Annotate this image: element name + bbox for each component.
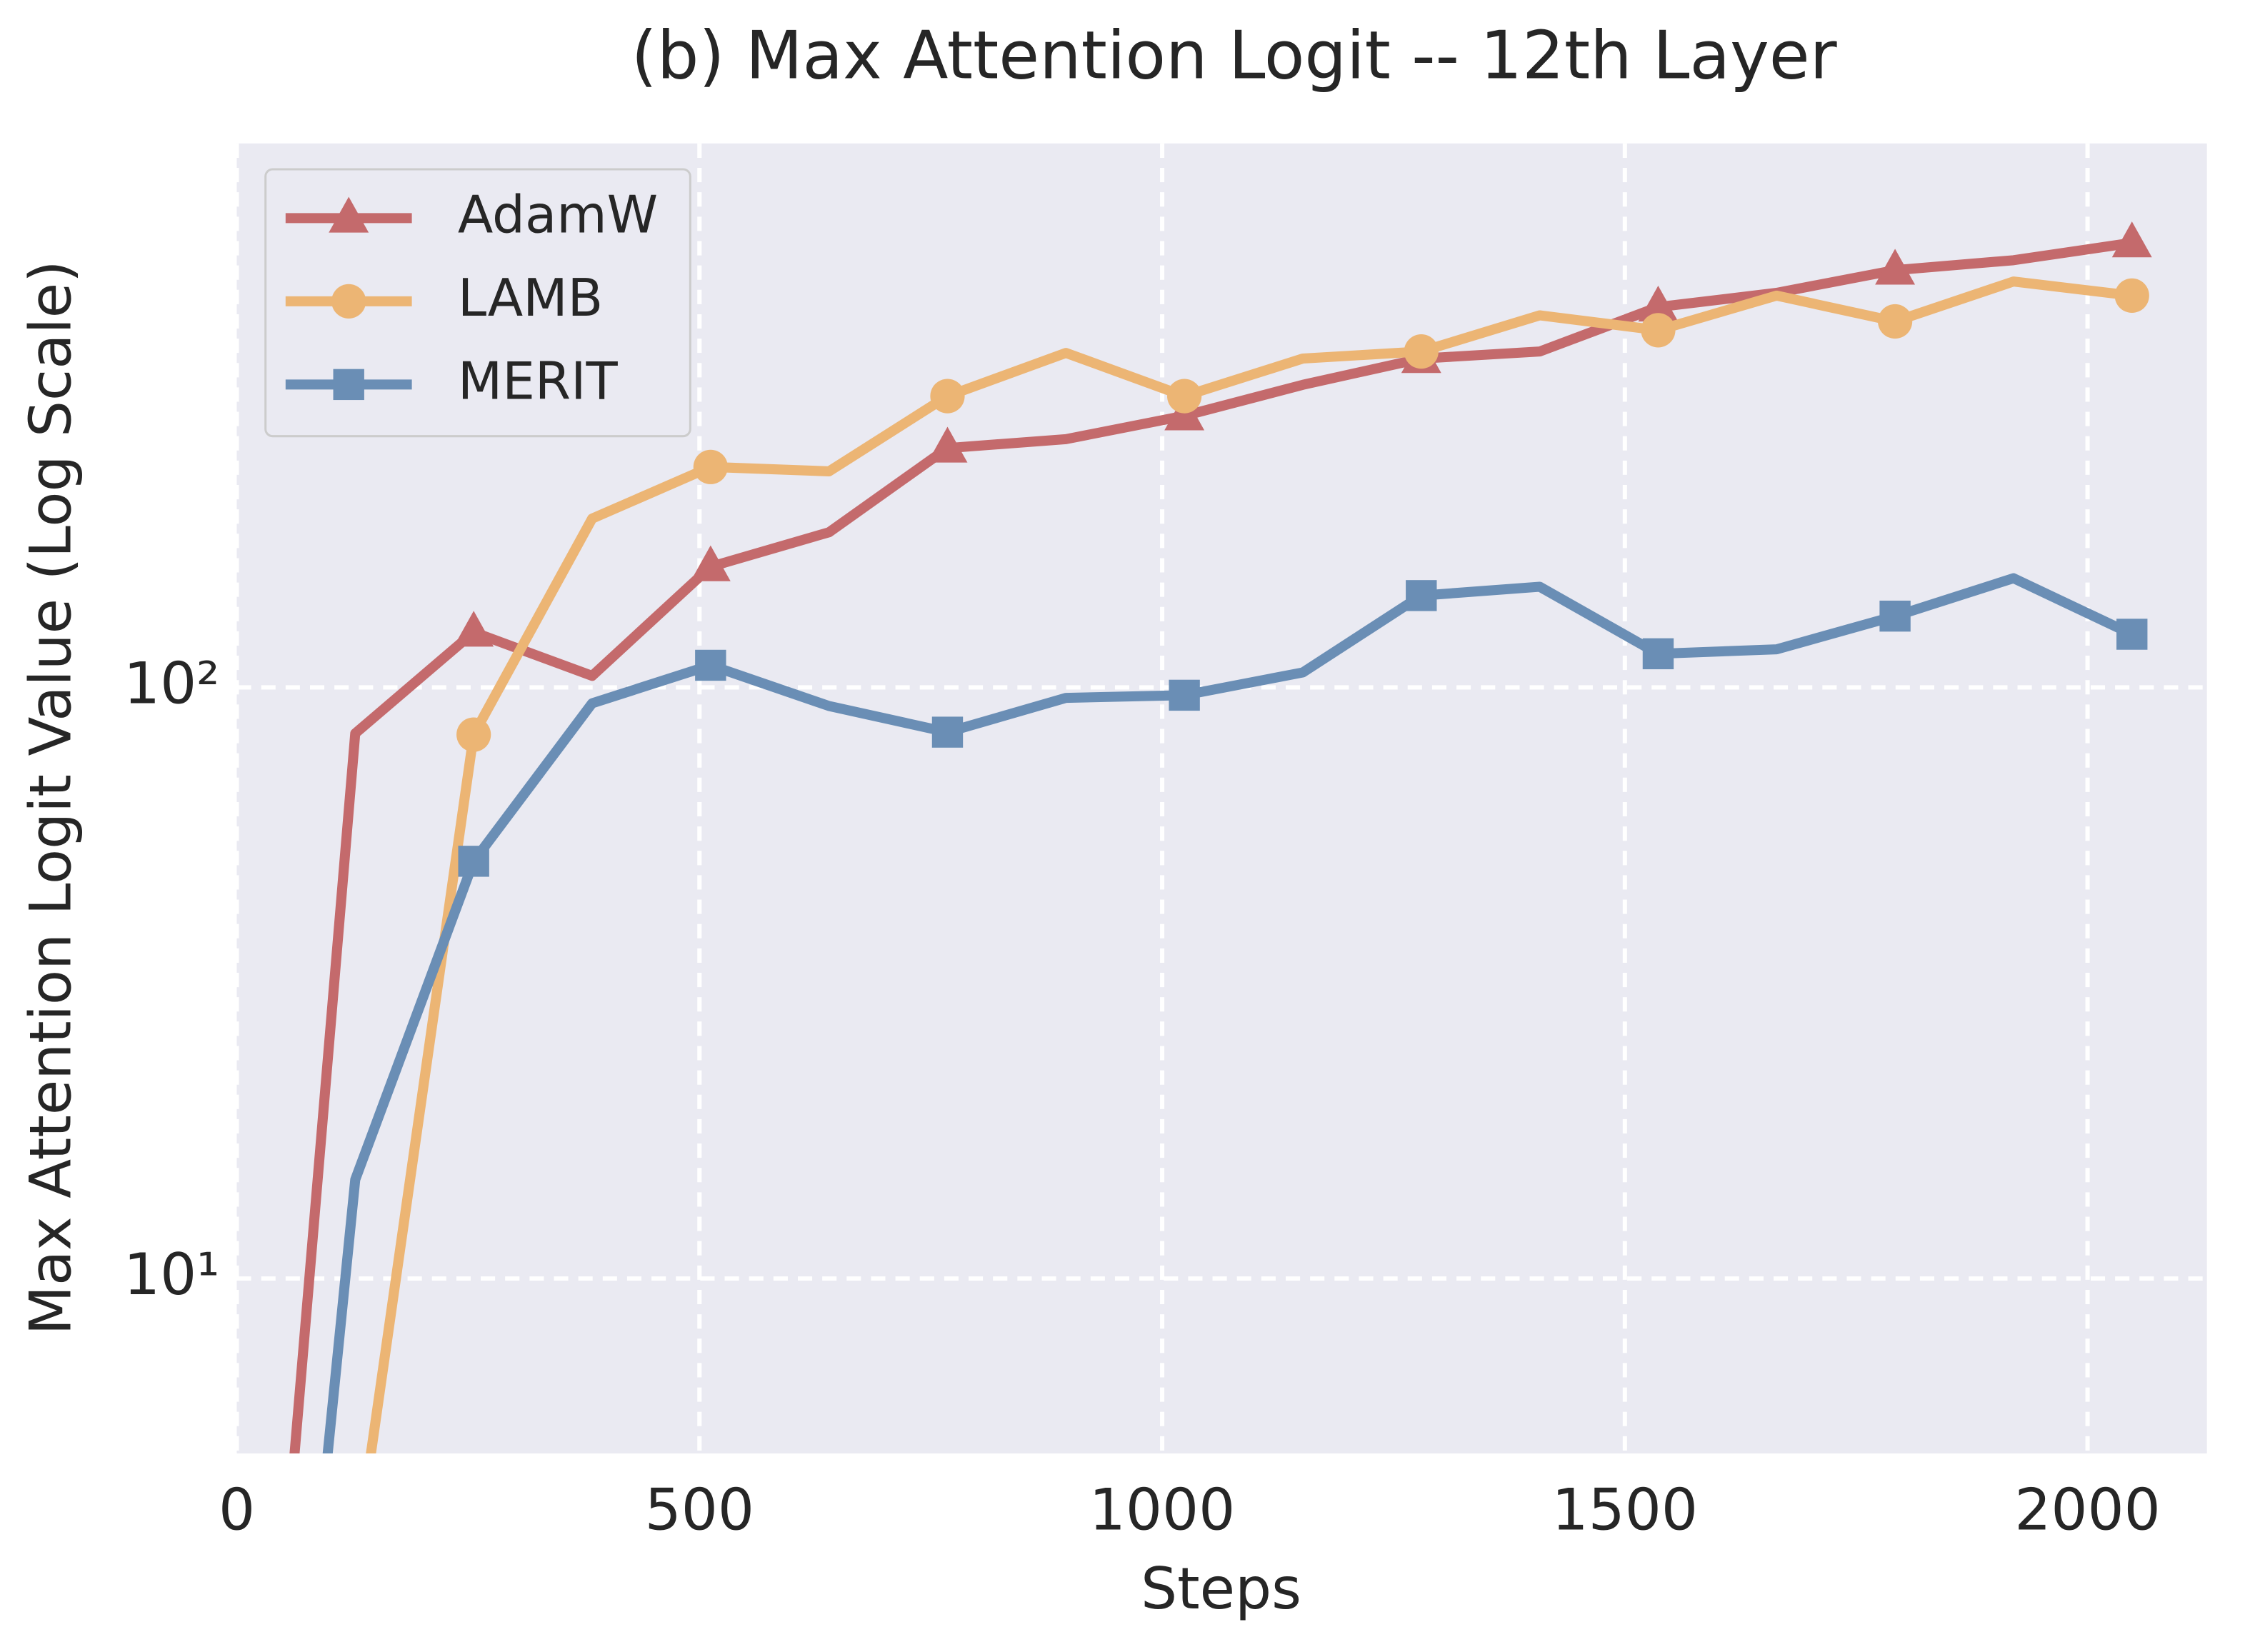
legend-label: MERIT	[458, 351, 619, 411]
marker	[690, 545, 731, 581]
x-tick-label: 2000	[2014, 1476, 2160, 1543]
x-tick-label: 1000	[1089, 1476, 1235, 1543]
marker	[1642, 638, 1674, 670]
plot	[289, 221, 2152, 1453]
y-tick-label: 10¹	[124, 1241, 219, 1308]
marker	[1877, 304, 1913, 339]
marker	[930, 379, 965, 414]
legend-marker	[331, 284, 366, 319]
x-tick-label: 1500	[1552, 1476, 1698, 1543]
axes: 0 500 1000 1500 2000 10¹ 10²	[124, 649, 2161, 1543]
legend: AdamW LAMB MERIT	[264, 168, 691, 438]
legend-label: AdamW	[458, 185, 658, 245]
marker	[458, 846, 489, 877]
x-axis-label: Steps	[1141, 1555, 1301, 1622]
marker	[1404, 334, 1439, 369]
x-tick-label: 0	[219, 1476, 255, 1543]
marker	[1641, 313, 1676, 348]
marker	[931, 716, 964, 748]
legend-box	[264, 168, 691, 438]
marker	[1879, 600, 1911, 632]
marker	[1406, 580, 1437, 611]
marker	[456, 717, 491, 752]
marker	[2111, 221, 2152, 258]
marker	[2116, 619, 2148, 650]
marker	[454, 611, 494, 647]
marker	[1875, 249, 1916, 285]
marker	[2114, 278, 2149, 314]
marker	[927, 426, 968, 463]
y-axis-label: Max Attention Logit Value (Log Scale)	[16, 260, 84, 1335]
x-tick-label: 500	[645, 1476, 754, 1543]
chart-title: (b) Max Attention Logit -- 12th Layer	[631, 17, 1837, 94]
legend-marker	[329, 196, 369, 233]
legend-marker	[333, 369, 364, 401]
y-tick-label: 10²	[124, 649, 219, 716]
marker	[1638, 285, 1679, 322]
marker	[695, 649, 726, 681]
marker	[1167, 379, 1202, 414]
legend-label: LAMB	[458, 269, 603, 329]
marker	[1169, 679, 1200, 711]
marker	[693, 449, 728, 484]
